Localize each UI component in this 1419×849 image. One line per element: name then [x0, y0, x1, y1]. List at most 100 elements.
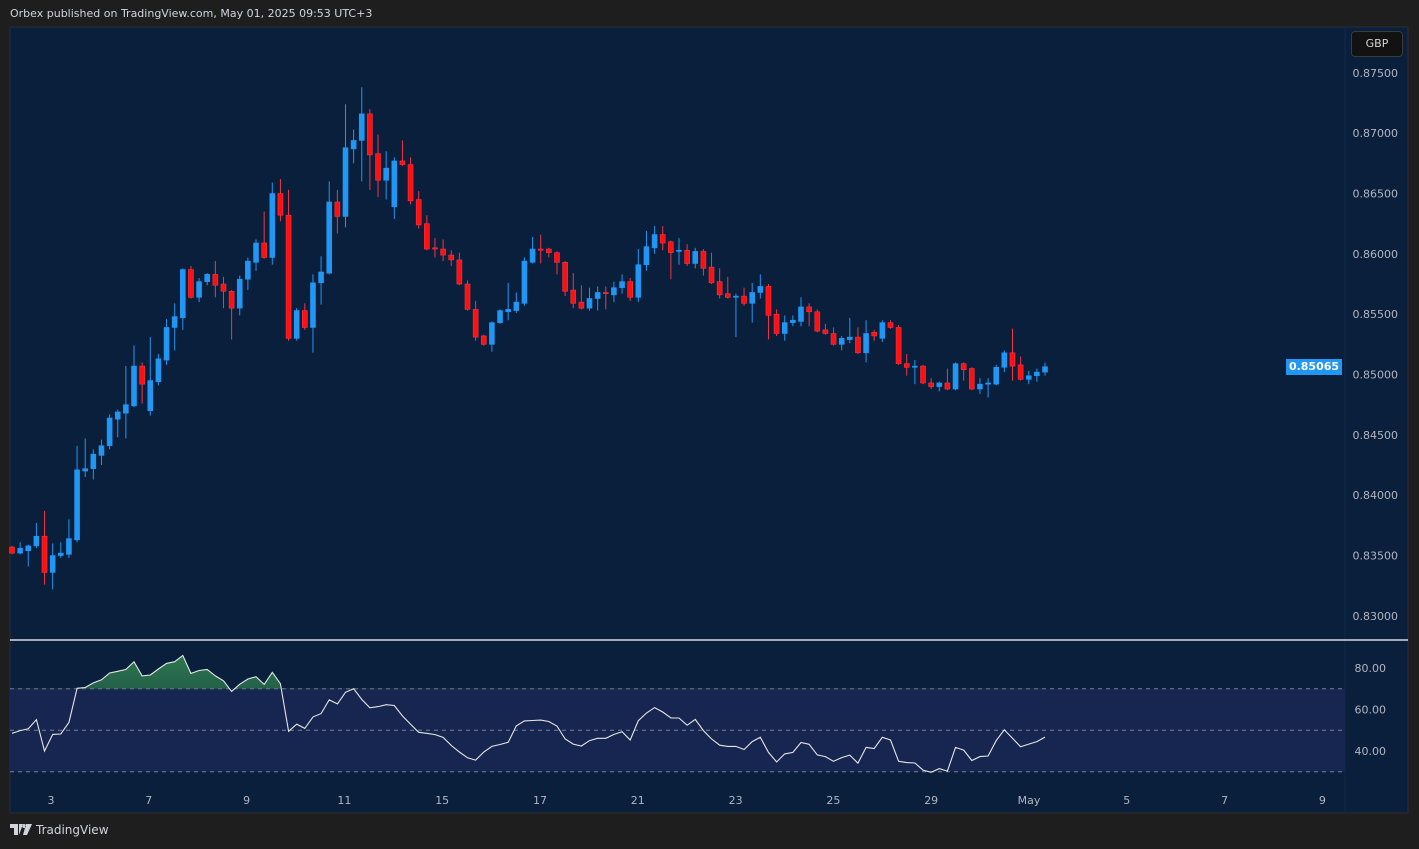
candle-body: [448, 254, 455, 261]
price-tick-label: 0.83000: [1353, 610, 1399, 623]
candle: [342, 104, 349, 228]
candle-body: [342, 147, 349, 217]
time-tick-label: 15: [435, 794, 449, 807]
candle: [708, 252, 715, 285]
candle: [952, 362, 959, 391]
time-tick-label: May: [1018, 794, 1041, 807]
candle: [448, 250, 455, 266]
footer-brand: TradingView: [36, 823, 109, 837]
time-tick-label: 21: [631, 794, 645, 807]
candle: [684, 244, 690, 266]
candle-body: [993, 366, 1000, 385]
candle-body: [505, 309, 511, 313]
candle: [562, 261, 568, 297]
candle: [41, 510, 48, 585]
candle: [537, 234, 544, 264]
candle: [196, 277, 202, 303]
time-tick-label: 11: [337, 794, 351, 807]
candle: [269, 182, 276, 265]
rsi-tick-label: 60.00: [1355, 703, 1387, 716]
candle: [383, 151, 389, 200]
candle-body: [188, 269, 194, 298]
candle-body: [936, 382, 943, 387]
candle: [163, 319, 170, 365]
candle-body: [163, 327, 170, 361]
candle-body: [33, 535, 40, 547]
candle-body: [627, 281, 633, 298]
candle: [936, 381, 943, 392]
candle-body: [668, 241, 674, 253]
candle: [139, 362, 145, 404]
candle: [236, 275, 243, 316]
candle-body: [74, 469, 80, 541]
candle-body: [1017, 364, 1024, 380]
candle-body: [236, 278, 243, 309]
candle-body: [375, 153, 381, 181]
candle: [830, 327, 837, 346]
candle-body: [139, 365, 145, 385]
candle: [489, 321, 495, 352]
candle: [505, 282, 511, 321]
candle-body: [58, 552, 64, 556]
candle-body: [440, 248, 446, 256]
currency-button[interactable]: GBP: [1351, 31, 1403, 57]
time-tick-label: 5: [1123, 794, 1130, 807]
time-axis[interactable]: 3 7 9 11 15 17 21 23 25 29 May 5 7 9: [48, 794, 1326, 807]
candle: [424, 215, 430, 251]
candle-body: [546, 248, 552, 253]
last-price-label: 0.85065: [1286, 358, 1342, 375]
candle-body: [391, 160, 398, 208]
candle: [171, 303, 178, 351]
candle: [464, 280, 471, 311]
candle: [147, 337, 154, 416]
candle-body: [855, 336, 861, 354]
candle-body: [586, 298, 593, 309]
candle-body: [562, 262, 568, 292]
candle-body: [692, 251, 699, 264]
price-axis[interactable]: 0.87500 0.87000 0.86500 0.86000 0.85500 0.850…: [1353, 67, 1399, 623]
candle-body: [521, 260, 528, 304]
candle-body: [114, 411, 121, 420]
candle: [358, 87, 365, 182]
candle-body: [651, 234, 658, 249]
candle-body: [790, 319, 796, 323]
candle: [1034, 368, 1040, 382]
candle-body: [269, 193, 276, 258]
candle-body: [1042, 366, 1048, 373]
rsi-line: [11, 654, 1046, 773]
candle-body: [399, 160, 406, 165]
price-tick-label: 0.86500: [1353, 188, 1399, 201]
candle-body: [326, 201, 333, 274]
candle: [668, 240, 674, 280]
candle-body: [871, 331, 878, 337]
candle: [838, 335, 845, 351]
candle-body: [155, 358, 162, 383]
candle: [895, 325, 902, 365]
candle-body: [497, 310, 503, 323]
candle: [245, 257, 251, 291]
candle: [643, 230, 650, 271]
publish-header: Orbex published on TradingView.com, May …: [10, 7, 373, 20]
candle-body: [944, 382, 951, 390]
candle: [415, 191, 422, 229]
candle: [676, 238, 682, 265]
candle: [66, 519, 72, 558]
candle: [1001, 350, 1008, 373]
candle: [847, 317, 853, 344]
candle-body: [798, 306, 804, 322]
candle-body: [277, 193, 284, 216]
candle: [131, 345, 137, 408]
candle: [546, 247, 552, 258]
candle: [261, 211, 267, 259]
candle: [375, 134, 381, 198]
candle-body: [407, 164, 414, 202]
candle-body: [594, 292, 601, 299]
rsi-overbought-fill: [12, 655, 1046, 689]
candlestick-series: [9, 87, 1048, 590]
candle: [1025, 370, 1032, 385]
rsi-axis[interactable]: 80.00 60.00 40.00: [1355, 662, 1387, 758]
candle-body: [464, 283, 471, 310]
candle-body: [814, 311, 821, 332]
candle-body: [123, 404, 129, 414]
